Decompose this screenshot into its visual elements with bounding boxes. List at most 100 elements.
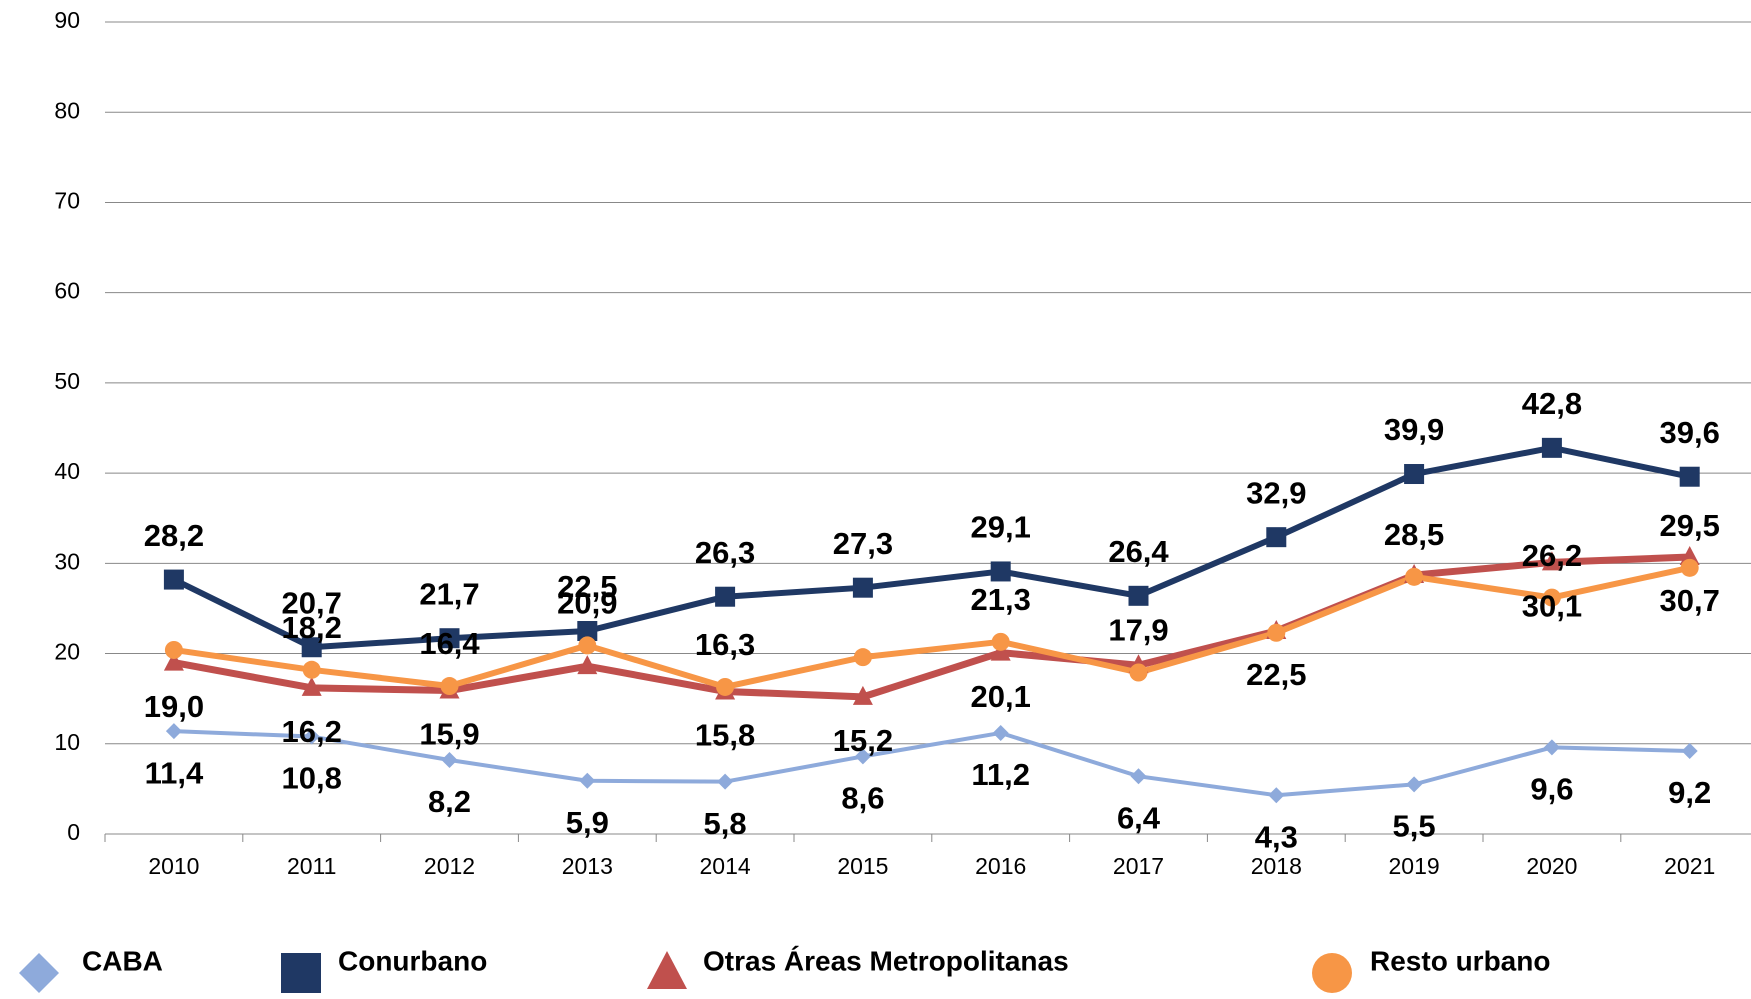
series-line [173,564,1691,690]
data-label: 26,4 [1108,534,1169,569]
y-tick-label: 20 [54,639,80,665]
data-point [715,586,736,607]
data-point [852,577,873,598]
x-tick-label: 2021 [1664,853,1715,879]
data-label: 30,1 [1522,589,1582,624]
x-tick-label: 2017 [1113,853,1164,879]
data-point [854,748,871,765]
data-label: 8,2 [428,784,471,819]
y-tick-label: 0 [67,819,80,845]
data-point [1679,466,1700,487]
series-line [173,729,1690,798]
data-point [853,648,872,667]
data-label: 16,3 [695,627,755,662]
data-point [577,655,598,675]
x-tick-label: 2012 [424,853,475,879]
data-label: 39,6 [1660,415,1720,450]
data-label: 28,5 [1384,517,1444,552]
data-point [303,728,320,745]
x-tick-label: 2010 [148,853,199,879]
data-point [1404,464,1425,485]
data-label: 16,2 [282,714,342,749]
data-label: 5,9 [566,805,609,840]
data-label: 42,8 [1522,386,1582,421]
data-point [1541,437,1562,458]
y-tick-label: 30 [54,548,80,574]
data-label: 26,3 [695,535,755,570]
data-label: 8,6 [841,781,884,816]
data-point [1405,567,1424,586]
data-label: 11,4 [145,755,204,790]
legend-label: Otras Áreas Metropolitanas [703,945,1069,976]
data-point [991,632,1010,651]
data-point [165,723,182,740]
data-point [1680,558,1699,577]
data-label: 10,8 [282,761,342,796]
data-label: 39,9 [1384,412,1444,447]
x-tick-label: 2013 [562,853,613,879]
data-label: 6,4 [1117,800,1161,835]
data-point [1679,546,1700,566]
data-point [301,676,322,696]
data-point [990,641,1011,661]
data-label: 11,2 [971,757,1030,792]
data-point [1542,588,1561,607]
data-point [163,651,184,671]
data-label: 4,3 [1255,819,1298,854]
data-point [1541,551,1562,571]
data-label: 22,5 [557,569,617,604]
data-label: 21,3 [971,582,1031,617]
legend-marker [19,953,59,993]
data-label: 15,8 [695,718,755,753]
data-point [440,677,459,696]
data-point [1128,585,1149,606]
data-label: 15,9 [419,717,479,752]
x-tick-label: 2015 [837,853,888,879]
data-label: 9,6 [1530,772,1573,807]
data-label: 30,7 [1660,583,1720,618]
data-point [992,724,1009,741]
data-point [1129,663,1148,682]
legend-marker [1312,953,1352,993]
data-label: 29,1 [971,510,1031,545]
y-tick-label: 50 [54,368,80,394]
y-tick-label: 10 [54,729,80,755]
data-point [1681,742,1698,759]
data-label: 5,5 [1393,809,1436,844]
data-point [439,628,460,649]
y-tick-label: 90 [54,7,80,33]
legend-label: Conurbano [338,945,487,976]
data-point [1268,787,1285,804]
data-label: 16,4 [419,626,480,661]
series-line [173,553,1690,701]
data-label: 9,2 [1668,775,1711,810]
data-point [441,752,458,769]
legend-marker [647,951,687,989]
data-point [164,640,183,659]
y-tick-label: 60 [54,278,80,304]
data-point [579,772,596,789]
data-label: 20,7 [282,585,342,620]
data-point [1266,527,1287,548]
data-label: 21,7 [419,576,479,611]
data-point [1543,739,1560,756]
data-point [852,685,873,705]
data-label: 32,9 [1246,475,1306,510]
y-tick-label: 70 [54,188,80,214]
series-line [172,444,1691,651]
x-tick-label: 2019 [1389,853,1440,879]
data-label: 18,2 [282,610,342,645]
data-label: 29,5 [1660,508,1720,543]
x-tick-label: 2016 [975,853,1026,879]
data-point [301,637,322,658]
data-label: 19,0 [144,689,204,724]
data-label: 5,8 [704,806,747,841]
data-point [717,773,734,790]
legend-label: Resto urbano [1370,945,1550,976]
data-point [577,621,598,641]
y-tick-label: 80 [54,97,80,123]
data-point [990,561,1011,582]
x-tick-label: 2011 [287,853,336,879]
data-label: 28,2 [144,518,204,553]
